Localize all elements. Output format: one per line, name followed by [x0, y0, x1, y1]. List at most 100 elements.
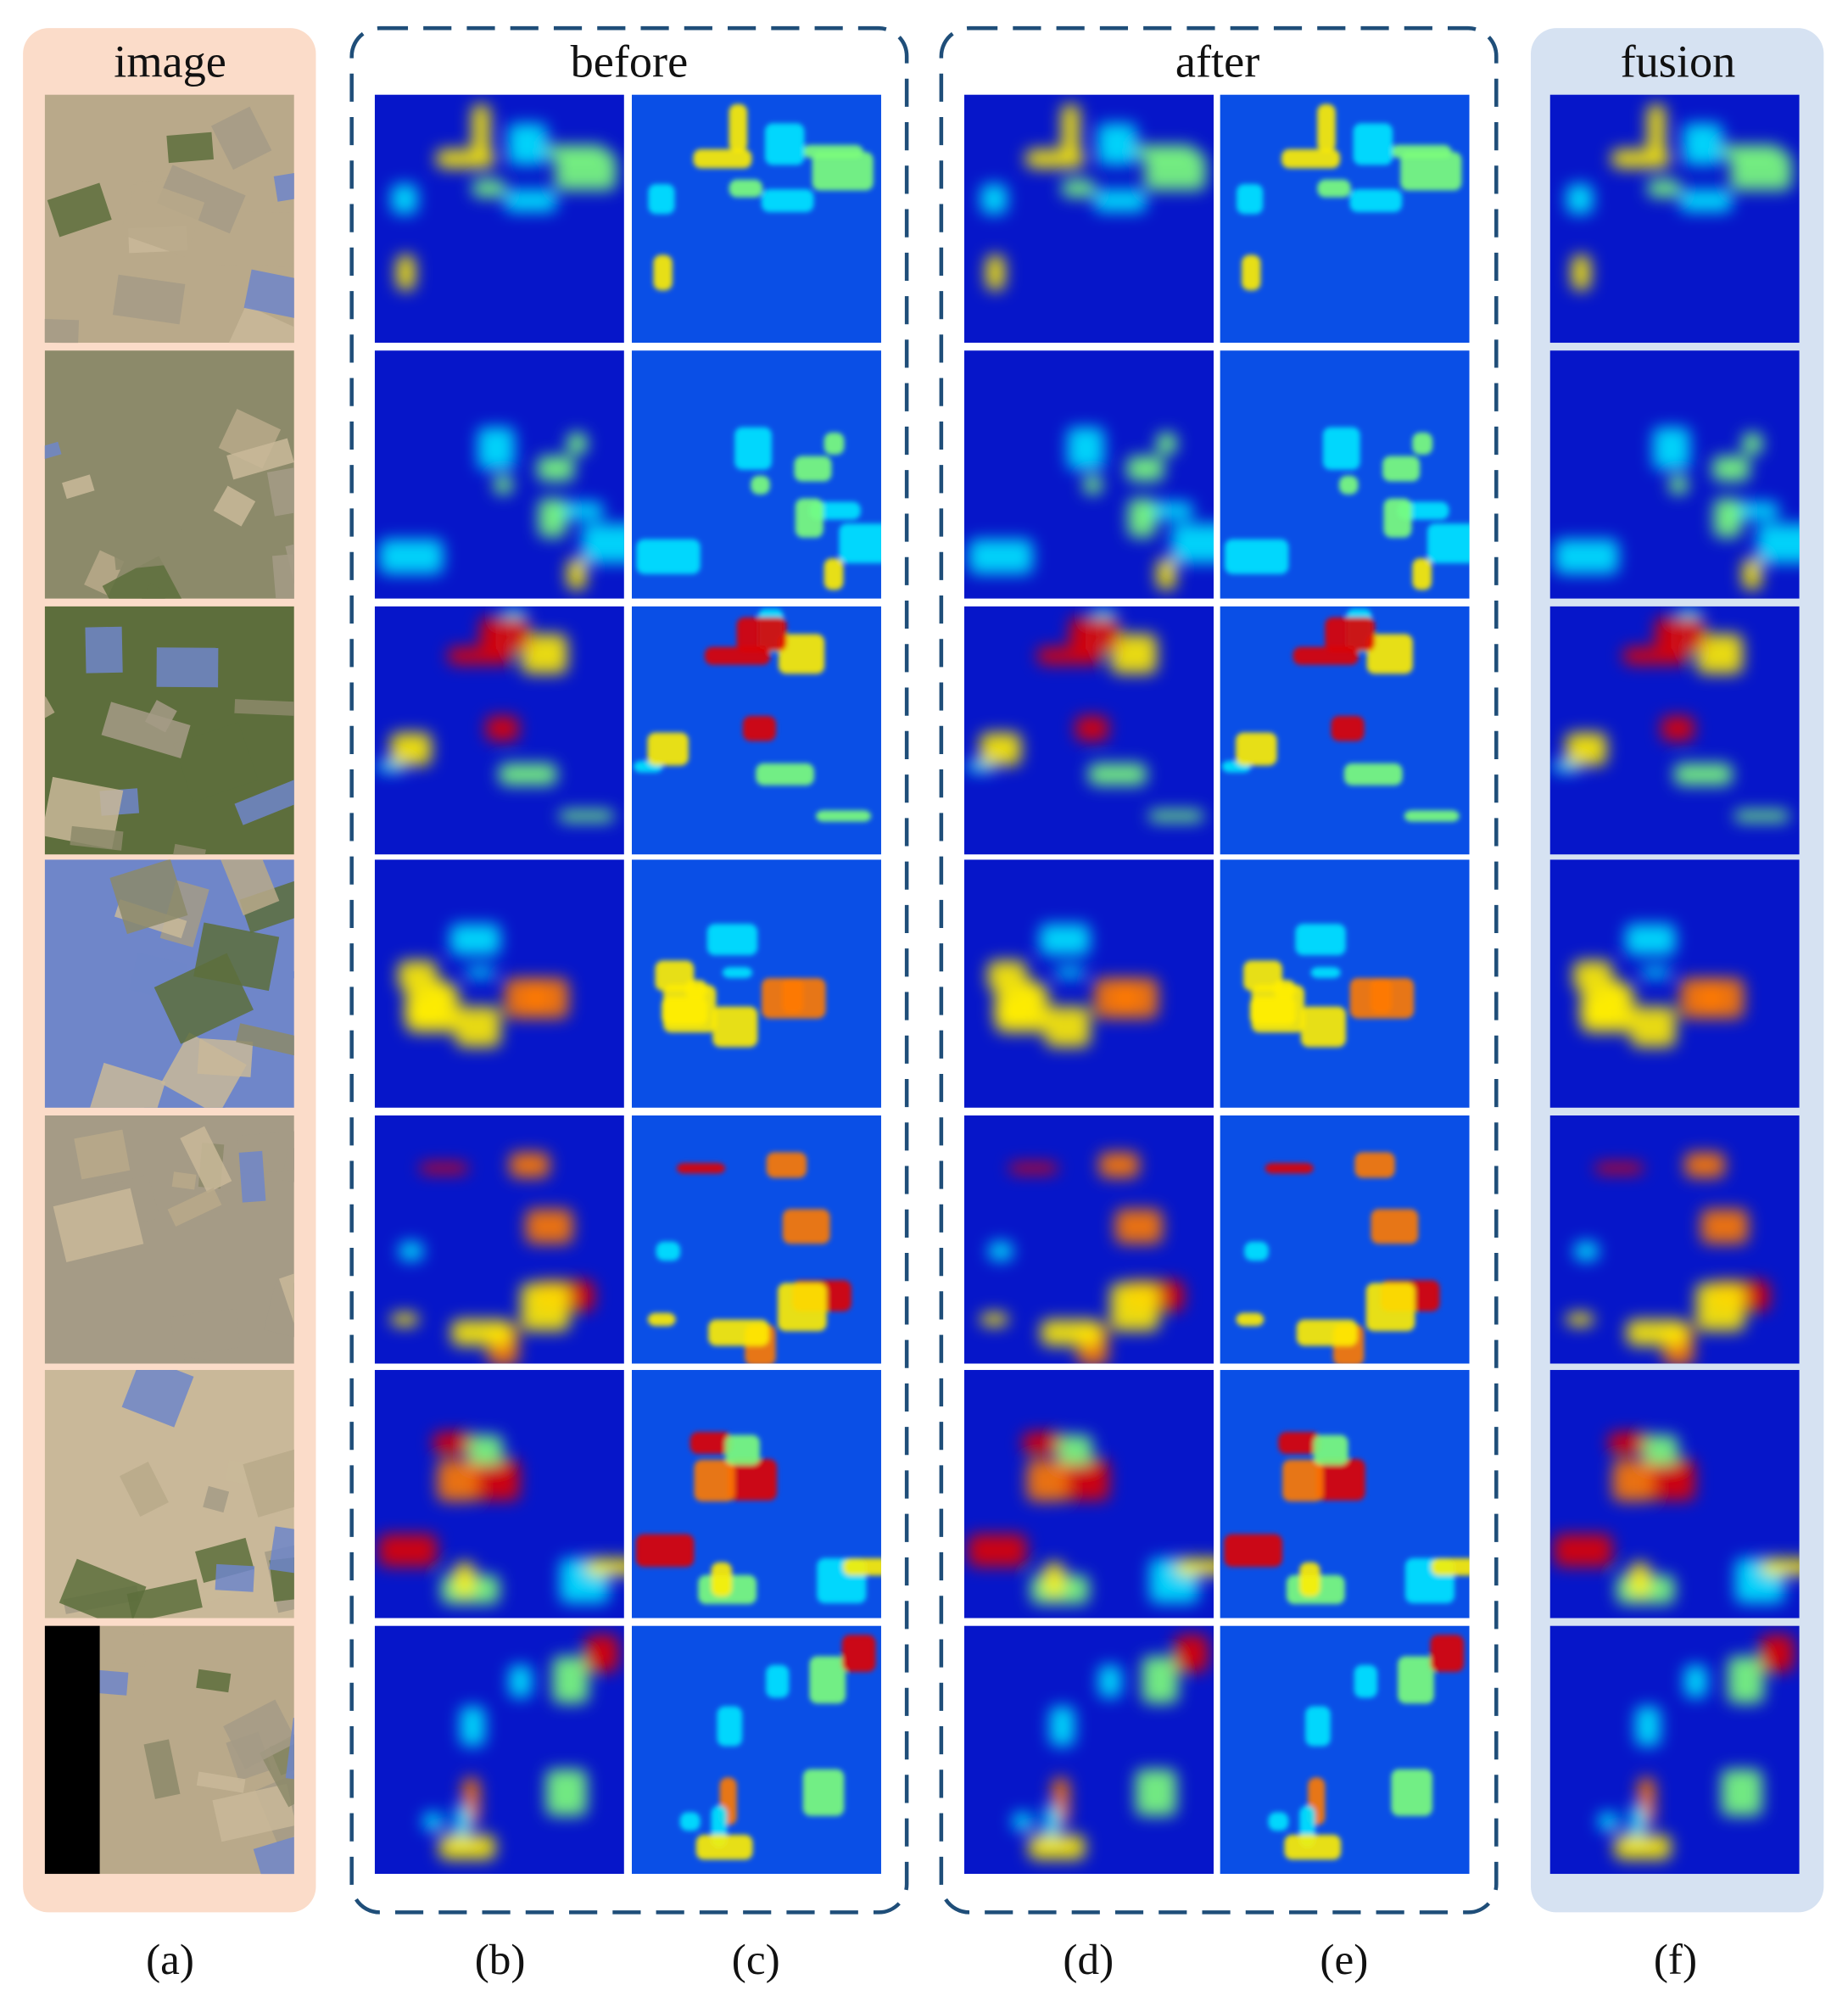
heatmap — [631, 1370, 881, 1618]
activation — [1036, 646, 1103, 665]
activation — [582, 523, 624, 563]
activation — [676, 1163, 726, 1174]
activation — [1058, 1434, 1093, 1465]
activation — [1684, 1152, 1725, 1178]
activation — [980, 732, 1022, 766]
activation — [1695, 1283, 1745, 1332]
activation — [1713, 498, 1742, 538]
activation — [378, 1534, 438, 1568]
activation — [708, 1319, 769, 1346]
activation — [1728, 1656, 1764, 1704]
blobs — [648, 103, 874, 291]
building — [170, 1308, 241, 1356]
activation — [647, 1312, 676, 1327]
building — [47, 182, 112, 238]
activation — [1661, 716, 1694, 741]
activation — [985, 254, 1005, 291]
building — [212, 1783, 294, 1842]
activation — [1655, 617, 1706, 651]
activation — [1144, 152, 1206, 191]
activation — [734, 427, 772, 470]
building — [269, 1526, 294, 1575]
activation — [742, 716, 776, 741]
blobs — [1598, 1635, 1795, 1860]
satellite-image — [44, 94, 294, 344]
activation — [455, 1006, 501, 1048]
heatmap — [1220, 1625, 1470, 1875]
building — [70, 825, 124, 851]
activation — [1730, 152, 1792, 191]
activation — [766, 1152, 807, 1178]
activation — [1370, 978, 1392, 1014]
heatmap — [964, 1115, 1214, 1364]
activation — [694, 1459, 735, 1501]
activation — [1572, 254, 1591, 291]
blobs — [987, 924, 1158, 1048]
blobs — [1566, 103, 1792, 291]
activation — [1061, 103, 1080, 152]
building — [44, 441, 62, 461]
activation — [1761, 1558, 1800, 1576]
tile-content — [631, 1115, 881, 1364]
activation — [1292, 646, 1359, 665]
activation — [1098, 1152, 1140, 1178]
building — [85, 626, 123, 674]
heatmap — [1549, 1115, 1800, 1364]
activation — [725, 1434, 761, 1465]
activation — [1049, 1706, 1075, 1747]
heatmap — [1549, 606, 1800, 855]
activation — [729, 103, 748, 152]
activation — [545, 1769, 588, 1816]
activation — [782, 978, 804, 1014]
building — [59, 1558, 147, 1618]
tile-content — [374, 606, 624, 855]
activation — [1579, 997, 1627, 1026]
activation — [1088, 763, 1147, 785]
activation — [391, 183, 418, 215]
activation — [766, 1664, 790, 1698]
activation — [405, 997, 451, 1026]
blobs — [391, 103, 617, 291]
building — [121, 1370, 194, 1428]
activation — [1622, 646, 1689, 665]
activation — [1760, 1635, 1795, 1672]
activation — [1069, 617, 1119, 651]
activation — [1244, 1241, 1269, 1261]
activation — [764, 123, 805, 165]
activation — [794, 456, 832, 482]
activation — [1093, 189, 1147, 212]
blobs — [376, 608, 615, 822]
building — [102, 556, 182, 599]
activation — [1305, 1706, 1331, 1747]
blobs — [422, 1635, 619, 1860]
tile-content — [44, 94, 294, 344]
activation — [782, 1209, 830, 1244]
activation — [507, 123, 548, 165]
panel-title: before — [571, 36, 689, 87]
heatmap — [1220, 606, 1470, 855]
tile-content — [631, 350, 881, 599]
activation — [437, 1459, 478, 1501]
building — [53, 1188, 144, 1262]
activation — [1555, 539, 1619, 574]
activation — [465, 967, 495, 979]
activation — [1365, 1283, 1415, 1332]
activation — [379, 539, 444, 574]
activation — [1354, 1664, 1378, 1698]
activation — [994, 997, 1041, 1026]
activation — [422, 1812, 444, 1831]
activation — [1083, 475, 1103, 495]
activation — [1614, 1835, 1672, 1860]
activation — [1237, 183, 1264, 215]
activation — [802, 1769, 845, 1816]
activation — [1625, 924, 1676, 956]
tile-content — [44, 1625, 294, 1875]
activation — [1712, 456, 1750, 482]
satellite-image — [44, 859, 294, 1108]
satellite-image — [44, 606, 294, 855]
activation — [1313, 1434, 1348, 1465]
activation — [1310, 967, 1341, 979]
activation — [1612, 1459, 1653, 1501]
heatmap — [631, 1115, 881, 1364]
black-strip — [44, 1625, 100, 1875]
